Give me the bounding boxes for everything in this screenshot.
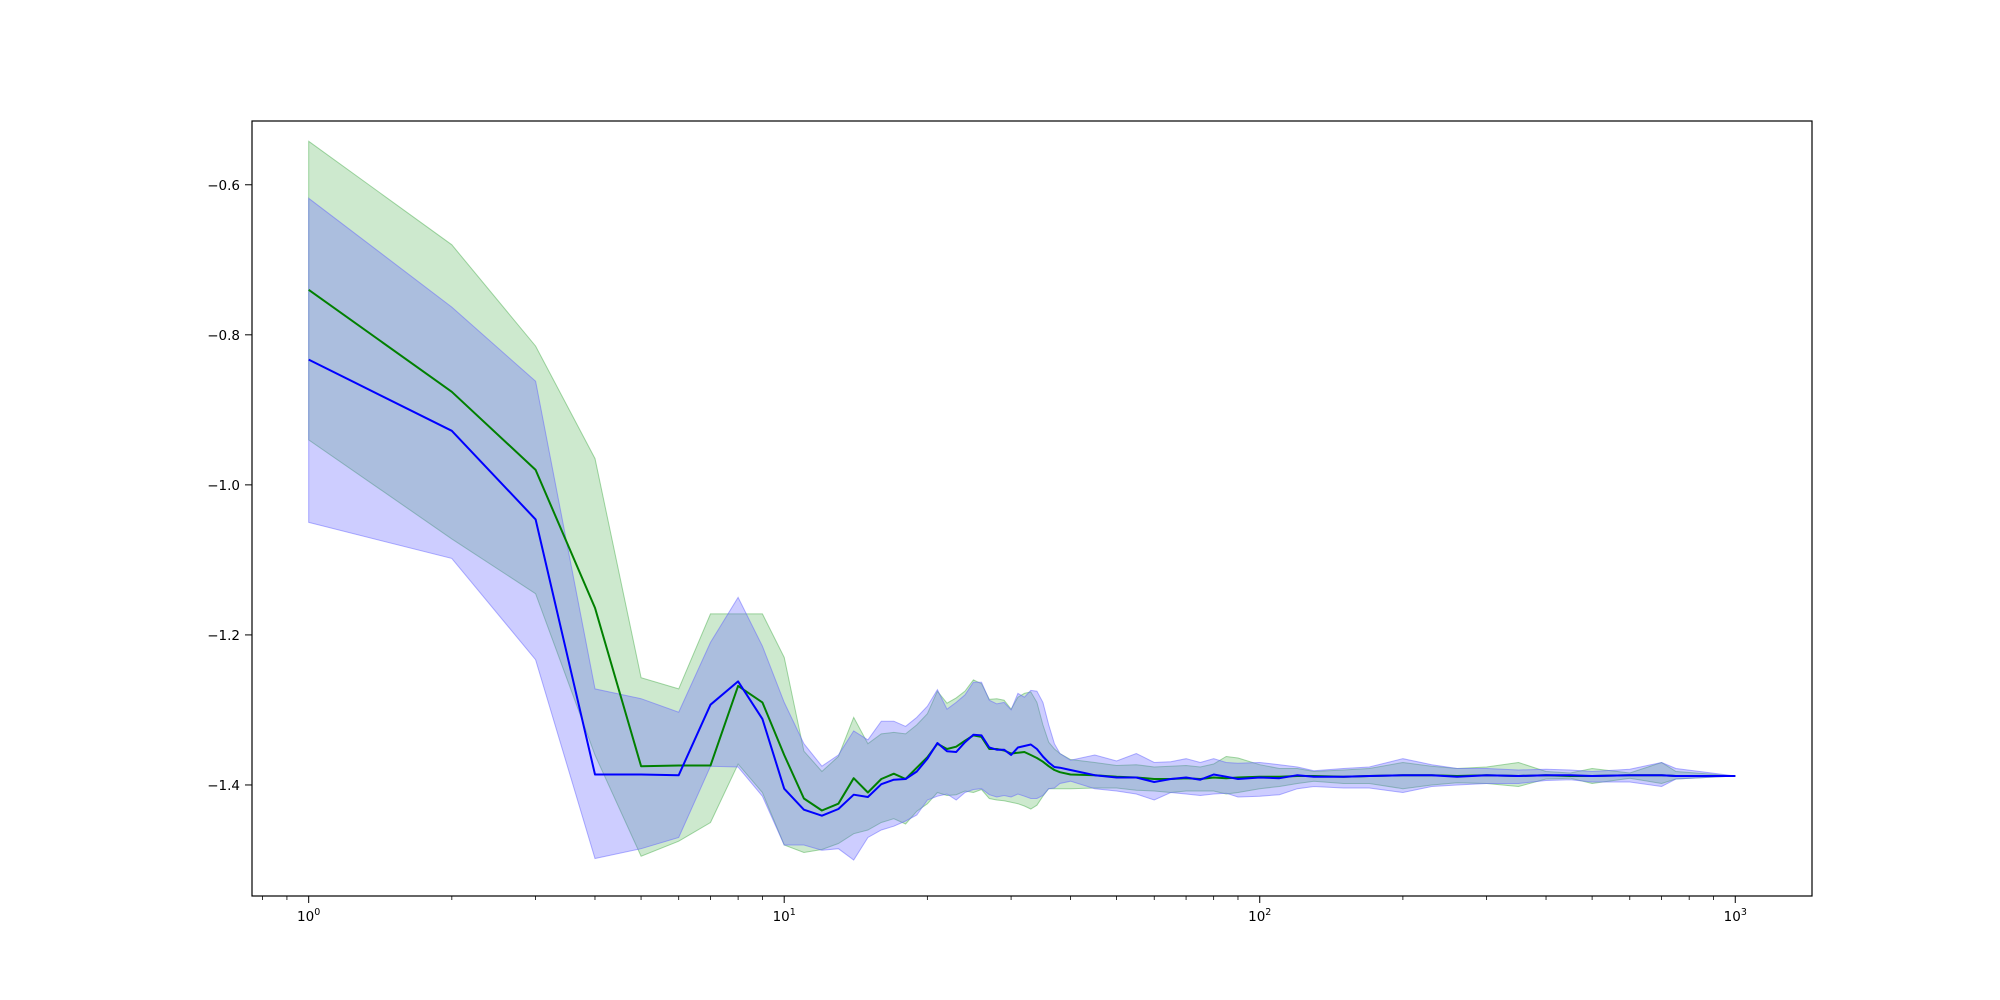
confidence-bands <box>308 140 1736 861</box>
series-2-band <box>308 197 1736 861</box>
x-tick-label: 101 <box>773 907 796 925</box>
y-tick-label: −0.6 <box>207 178 240 194</box>
y-tick-label: −1.4 <box>207 778 240 794</box>
y-tick-label: −1.2 <box>207 628 240 644</box>
series-2-mean-line <box>308 358 1736 817</box>
x-tick-label: 102 <box>1248 907 1271 925</box>
x-tick-label: 100 <box>297 907 320 925</box>
y-tick-label: −0.8 <box>207 328 240 344</box>
plot-area-frame <box>251 120 1813 897</box>
x-axis: 100 101 102 103 <box>262 896 1747 925</box>
y-axis: −0.6 −0.8 −1.0 −1.2 −1.4 <box>207 178 252 794</box>
x-tick-label: 103 <box>1724 907 1747 925</box>
y-tick-label: −1.0 <box>207 478 240 494</box>
mean-lines <box>308 288 1736 817</box>
